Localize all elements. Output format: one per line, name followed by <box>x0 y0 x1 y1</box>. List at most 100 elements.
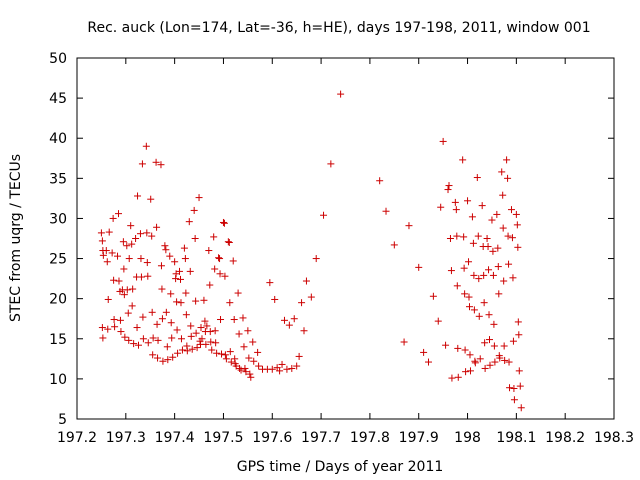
data-point <box>206 281 214 289</box>
data-point <box>120 291 128 299</box>
data-point <box>489 247 497 255</box>
data-point <box>157 161 165 169</box>
y-axis-ticks: 5 10 15 20 25 30 35 40 45 50 <box>49 51 614 428</box>
data-point <box>99 251 107 259</box>
x-tick-label: 197.6 <box>252 430 292 446</box>
data-point <box>504 174 512 182</box>
data-point <box>220 219 228 227</box>
data-point <box>452 206 460 214</box>
data-point <box>509 337 517 345</box>
data-point <box>152 158 160 166</box>
data-point <box>123 286 131 294</box>
data-point <box>480 299 488 307</box>
data-point <box>244 327 252 335</box>
data-point <box>187 322 195 330</box>
data-point <box>103 258 111 266</box>
data-point <box>489 271 497 279</box>
data-point <box>468 213 476 221</box>
data-point <box>503 156 511 164</box>
chart-title: Rec. auck (Lon=174, Lat=-36, h=HE), days… <box>87 20 590 36</box>
y-tick-label: 15 <box>49 332 67 348</box>
data-point <box>266 279 274 287</box>
data-point <box>149 334 157 342</box>
data-point <box>481 339 489 347</box>
data-point <box>514 318 522 326</box>
data-point <box>207 338 215 346</box>
data-point <box>451 198 459 206</box>
data-point <box>485 311 493 319</box>
data-point <box>98 324 106 332</box>
data-point <box>241 364 249 372</box>
data-point <box>405 222 413 230</box>
data-point <box>337 90 345 98</box>
data-point <box>176 275 184 283</box>
y-tick-label: 10 <box>49 372 67 388</box>
data-point <box>437 203 445 211</box>
data-point <box>515 367 523 375</box>
data-point <box>300 327 308 335</box>
data-point <box>510 396 518 404</box>
data-point <box>513 221 521 229</box>
data-point <box>491 358 499 366</box>
data-point <box>434 317 442 325</box>
data-point <box>201 317 209 325</box>
data-point <box>227 358 235 366</box>
data-point <box>119 238 127 246</box>
data-point <box>469 239 477 247</box>
y-tick-label: 20 <box>49 292 67 308</box>
data-point <box>494 244 502 252</box>
data-point <box>206 328 214 336</box>
data-point <box>506 384 514 392</box>
data-point <box>136 230 144 238</box>
data-point <box>178 346 186 354</box>
data-point <box>448 374 456 382</box>
data-point <box>173 298 181 306</box>
data-point <box>148 308 156 316</box>
data-point <box>500 277 508 285</box>
data-point <box>495 290 503 298</box>
data-point <box>195 194 203 202</box>
data-point <box>255 362 263 370</box>
data-point <box>500 342 508 350</box>
data-point <box>210 233 218 241</box>
x-tick-label: 198 <box>454 430 481 446</box>
data-point <box>475 312 483 320</box>
data-point <box>120 265 128 273</box>
data-point <box>191 235 199 242</box>
data-point <box>295 352 303 360</box>
data-point <box>193 344 201 352</box>
x-tick-label: 197.2 <box>57 430 97 446</box>
data-point <box>285 321 293 329</box>
plot-frame <box>76 57 615 420</box>
data-point <box>226 348 234 356</box>
data-point <box>110 316 118 324</box>
data-point <box>271 295 279 303</box>
data-point <box>498 168 506 176</box>
data-point <box>446 235 454 242</box>
data-point <box>420 348 428 356</box>
data-point <box>247 373 255 381</box>
data-point <box>512 210 520 218</box>
data-point <box>185 218 193 226</box>
data-point <box>288 364 296 372</box>
data-point <box>283 365 291 373</box>
data-point <box>143 259 151 267</box>
data-point <box>171 258 179 266</box>
data-point <box>102 247 110 255</box>
data-point <box>205 247 213 255</box>
data-point <box>169 353 177 361</box>
data-point <box>158 285 166 293</box>
data-point <box>230 316 238 324</box>
data-point <box>180 244 188 252</box>
data-points <box>97 90 525 412</box>
data-point <box>460 233 468 241</box>
data-point <box>499 191 507 199</box>
data-point <box>240 343 248 351</box>
data-point <box>494 263 502 271</box>
data-point <box>161 242 169 250</box>
data-point <box>229 257 237 265</box>
data-point <box>461 346 469 354</box>
data-point <box>219 218 227 226</box>
data-point <box>98 237 106 245</box>
